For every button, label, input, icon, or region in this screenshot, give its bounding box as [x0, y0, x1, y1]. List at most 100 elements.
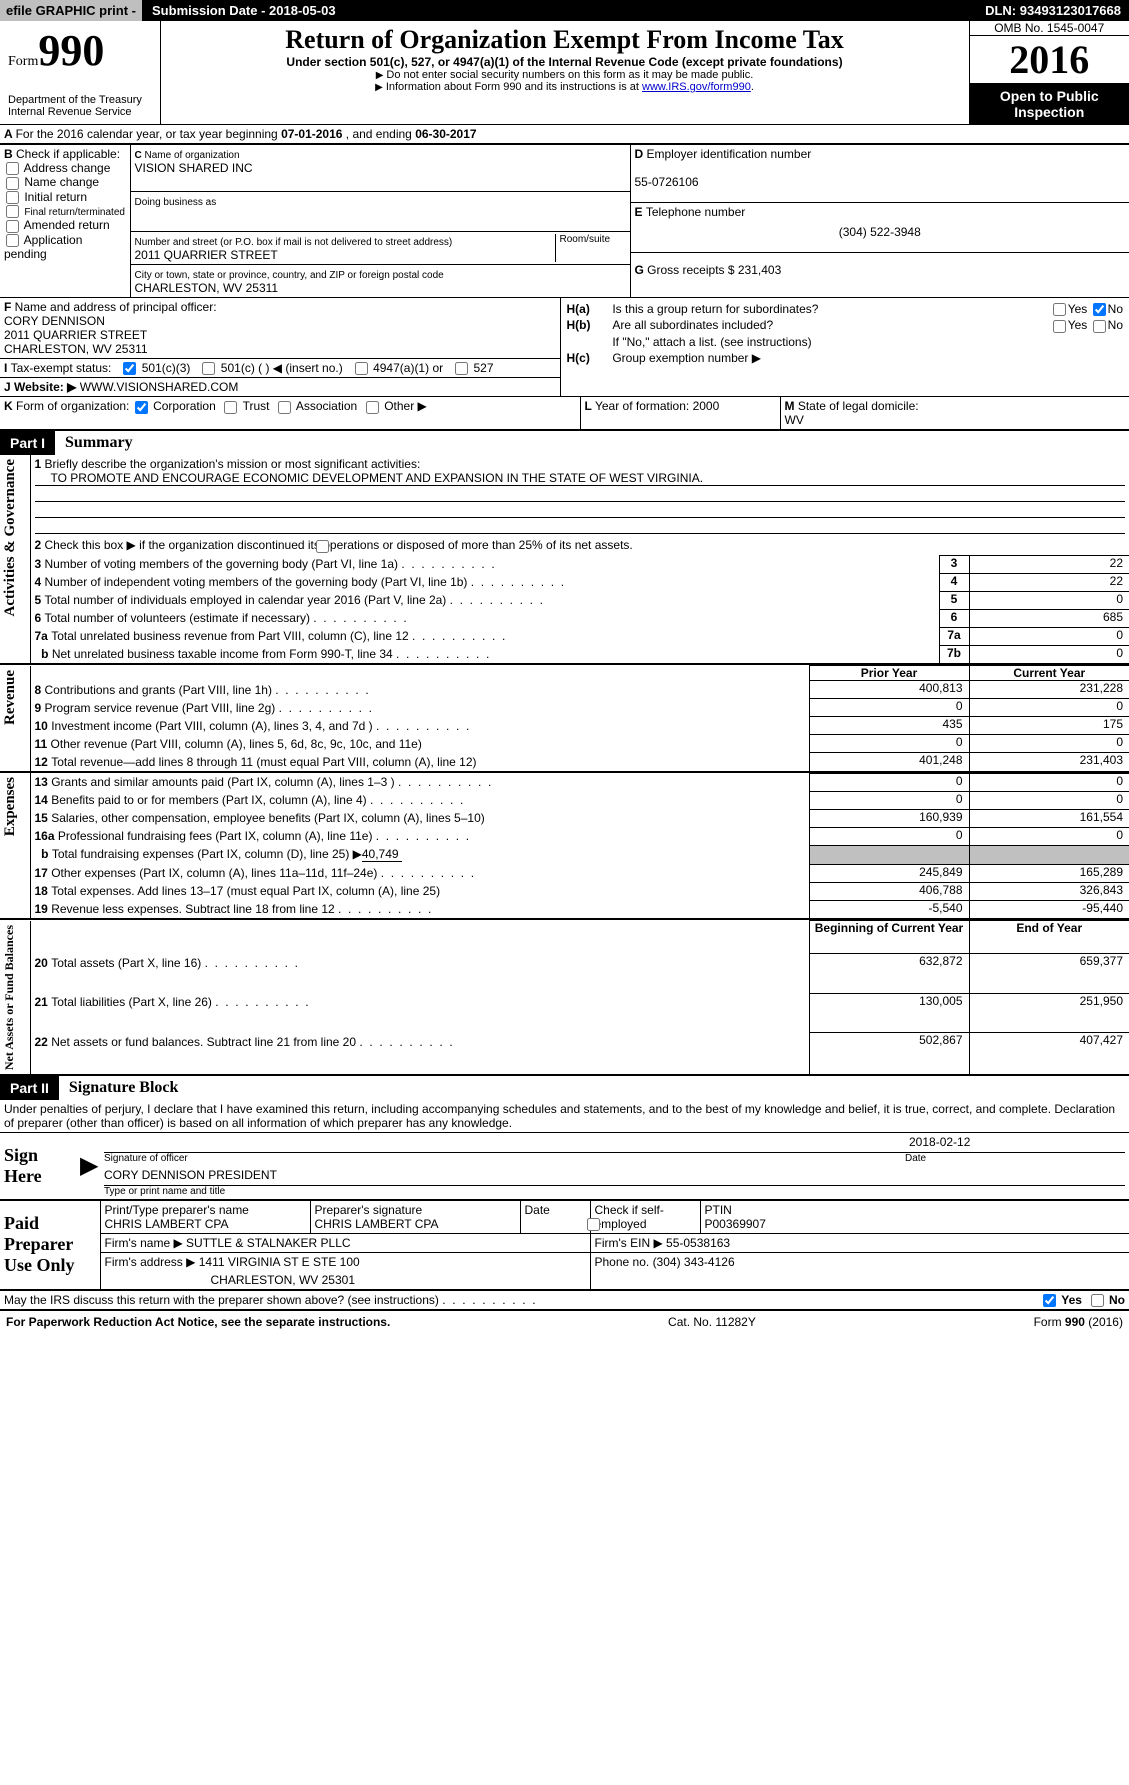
section-l: L Year of formation: 2000 — [580, 397, 780, 431]
dln-value: 93493123017668 — [1020, 3, 1121, 18]
l18-curr: 326,843 — [969, 882, 1129, 900]
l6-val: 685 — [969, 609, 1129, 627]
website-value: WWW.VISIONSHARED.COM — [80, 380, 239, 394]
l22-begin: 502,867 — [809, 1033, 969, 1075]
part-ii-bar: Part II Signature Block — [0, 1076, 1129, 1100]
open-inspection: Open to Public Inspection — [970, 84, 1129, 124]
org-name: VISION SHARED INC — [135, 161, 253, 175]
instructions-link[interactable]: www.IRS.gov/form990 — [642, 81, 751, 93]
part-ii-num: Part II — [0, 1077, 59, 1099]
section-j: J Website: ▶ WWW.VISIONSHARED.COM — [0, 378, 560, 397]
dba-label: Doing business as — [135, 197, 217, 208]
final-return-check[interactable] — [6, 205, 19, 218]
4947-check[interactable] — [355, 362, 368, 375]
opt-corp: Corporation — [153, 399, 216, 413]
org-addr: 2011 QUARRIER STREET — [135, 248, 278, 262]
footer-right-pre: Form — [1034, 1315, 1065, 1329]
l6-text: Total number of volunteers (estimate if … — [45, 611, 407, 625]
ha-yes-check[interactable] — [1053, 303, 1066, 316]
part-i-bar: Part I Summary — [0, 431, 1129, 455]
prior-year-hdr: Prior Year — [809, 666, 969, 681]
firm-phone-cell: Phone no. (304) 343-4126 — [590, 1253, 1129, 1291]
omb-number: OMB No. 1545-0047 — [970, 21, 1129, 36]
501c-check[interactable] — [202, 362, 215, 375]
name-change-check[interactable] — [6, 177, 19, 190]
ptin-val: P00369907 — [705, 1217, 766, 1231]
l11-prior: 0 — [809, 735, 969, 753]
assoc-check[interactable] — [278, 401, 291, 414]
firm-ein: 55-0538163 — [666, 1236, 730, 1250]
subdate-value: 2018-05-03 — [269, 3, 336, 18]
hb-note: If "No," attach a list. (see instruction… — [612, 335, 1123, 349]
dln-label: DLN: — [985, 3, 1020, 18]
discuss-yes-check[interactable] — [1043, 1294, 1056, 1307]
addr-change-check[interactable] — [6, 162, 19, 175]
amended-return-check[interactable] — [6, 220, 19, 233]
line-3: 3 Number of voting members of the govern… — [30, 555, 939, 573]
i-label: Tax-exempt status: — [11, 361, 112, 375]
line-4: 4 Number of independent voting members o… — [30, 573, 939, 591]
l2-check[interactable] — [316, 540, 329, 553]
l17-text: Other expenses (Part IX, column (A), lin… — [51, 866, 474, 880]
footer-right-bold: 990 — [1065, 1315, 1085, 1329]
net-spacer — [30, 921, 809, 954]
l16a-curr: 0 — [969, 827, 1129, 845]
app-pending-check[interactable] — [6, 234, 19, 247]
hb-no-check[interactable] — [1093, 320, 1106, 333]
l14-text: Benefits paid to or for members (Part IX… — [51, 793, 463, 807]
l8-text: Contributions and grants (Part VIII, lin… — [45, 683, 369, 697]
501c3-check[interactable] — [123, 362, 136, 375]
l4-num: 4 — [939, 573, 969, 591]
line-16a: 16a Professional fundraising fees (Part … — [30, 827, 809, 845]
trust-check[interactable] — [224, 401, 237, 414]
sig-date-label: Date — [905, 1153, 1125, 1164]
hb-yes-check[interactable] — [1053, 320, 1066, 333]
l5-val: 0 — [969, 591, 1129, 609]
discuss-no-check[interactable] — [1091, 1294, 1104, 1307]
section-b: B Check if applicable: Address change Na… — [0, 145, 130, 297]
l5-num: 5 — [939, 591, 969, 609]
opt-addr: Address change — [24, 161, 111, 175]
opt-final: Final return/terminated — [24, 207, 125, 218]
preparer-label: Paid Preparer Use Only — [0, 1201, 100, 1290]
opt-527: 527 — [473, 361, 493, 375]
footer-mid: Cat. No. 11282Y — [668, 1315, 756, 1329]
rev-sidelabel: Revenue — [0, 666, 21, 729]
l2-text: Check this box ▶ if the organization dis… — [45, 538, 633, 552]
l18-prior: 406,788 — [809, 882, 969, 900]
self-emp-label: Check if self-employed — [595, 1203, 664, 1231]
prep-name-cell: Print/Type preparer's nameCHRIS LAMBERT … — [100, 1201, 310, 1234]
527-check[interactable] — [455, 362, 468, 375]
begin-year-hdr: Beginning of Current Year — [809, 921, 969, 954]
l10-prior: 435 — [809, 717, 969, 735]
l16b-prior-grey — [809, 845, 969, 864]
year-formation: 2000 — [693, 399, 720, 413]
subtitle-2: Do not enter social security numbers on … — [386, 69, 753, 81]
l13-curr: 0 — [969, 773, 1129, 791]
form-title: Return of Organization Exempt From Incom… — [169, 25, 961, 55]
firm-lbl: Firm's name ▶ — [105, 1236, 183, 1250]
l14-prior: 0 — [809, 791, 969, 809]
section-i: I Tax-exempt status: 501(c)(3) 501(c) ( … — [0, 359, 560, 378]
opt-4947: 4947(a)(1) or — [373, 361, 443, 375]
firm-name-cell: Firm's name ▶ SUTTLE & STALNAKER PLLC — [100, 1234, 590, 1253]
line-1: 1 Briefly describe the organization's mi… — [30, 455, 1129, 536]
line-9: 9 Program service revenue (Part VIII, li… — [30, 699, 809, 717]
section-f: F Name and address of principal officer:… — [0, 298, 560, 359]
l19-prior: -5,540 — [809, 900, 969, 919]
initial-return-check[interactable] — [6, 191, 19, 204]
ptin-cell: PTINP00369907 — [700, 1201, 1129, 1234]
line-2: 2 Check this box ▶ if the organization d… — [30, 536, 1129, 555]
prep-name: CHRIS LAMBERT CPA — [105, 1217, 229, 1231]
l15-text: Salaries, other compensation, employee b… — [51, 811, 485, 825]
corp-check[interactable] — [135, 401, 148, 414]
sig-date-val: 2018-02-12 — [905, 1135, 1125, 1153]
ha-no-check[interactable] — [1093, 303, 1106, 316]
top-bar: efile GRAPHIC print - Submission Date - … — [0, 0, 1129, 21]
l21-text: Total liabilities (Part X, line 26) — [51, 995, 308, 1009]
section-k: K Form of organization: Corporation Trus… — [0, 397, 580, 431]
self-emp-check[interactable] — [587, 1218, 600, 1231]
l16b-text: Total fundraising expenses (Part IX, col… — [52, 847, 362, 861]
other-check[interactable] — [366, 401, 379, 414]
mission-text: TO PROMOTE AND ENCOURAGE ECONOMIC DEVELO… — [35, 471, 1126, 486]
